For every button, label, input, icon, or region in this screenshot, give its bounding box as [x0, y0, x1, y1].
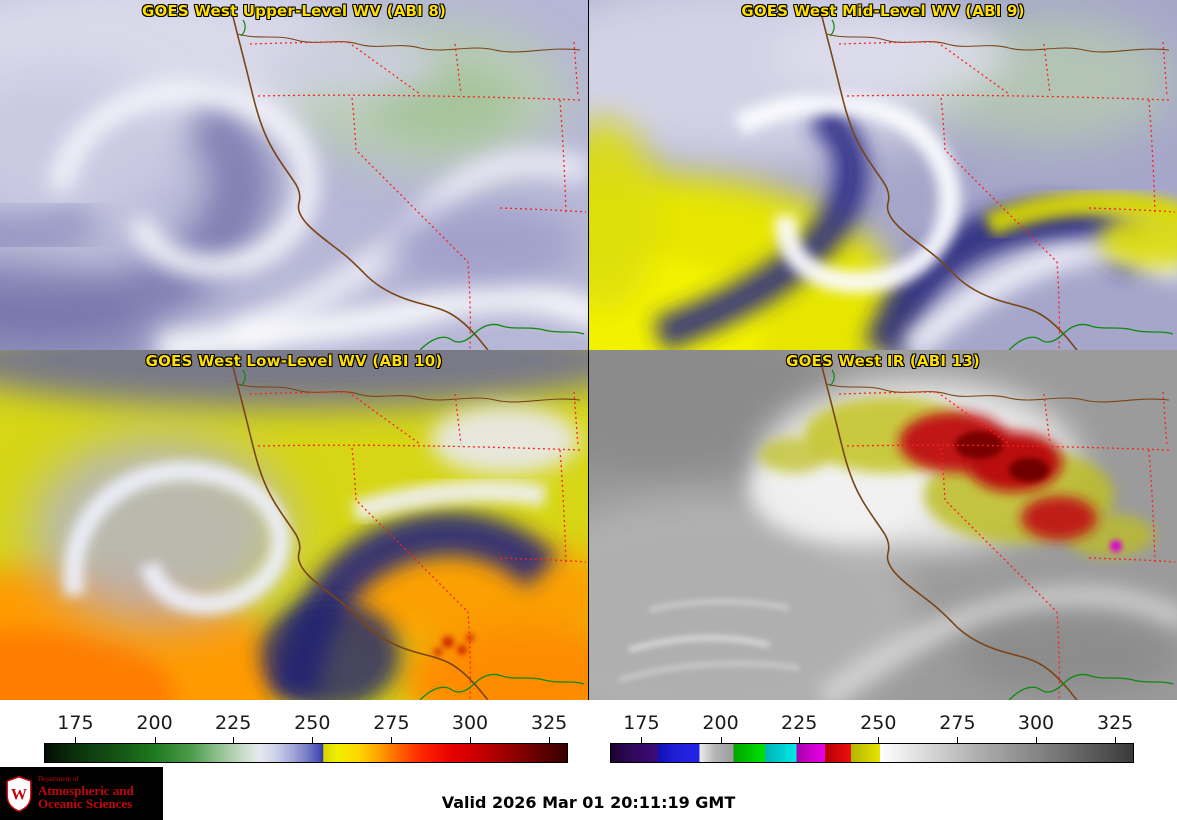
logo-name-line1: Atmospheric and [38, 782, 134, 798]
ir-colorbar-gradient [610, 743, 1134, 763]
uw-aos-logo: W Department of Atmospheric and Oceanic … [0, 767, 163, 820]
tick-mark [641, 737, 643, 743]
wv-colorbar-gradient [44, 743, 568, 763]
satellite-image-abi9 [589, 0, 1177, 350]
wv-colorbar: 175 200 225 250 275 300 325 [44, 710, 568, 768]
colorbar-tick: 225 [781, 712, 818, 734]
colorbar-tick: 225 [215, 712, 252, 734]
tick-mark [1036, 737, 1037, 743]
satellite-image-abi10 [0, 350, 588, 700]
colorbar-tick: 275 [939, 712, 976, 734]
svg-text:W: W [11, 786, 27, 803]
colorbar-tick: 300 [1017, 712, 1055, 734]
colorbar-tick: 275 [373, 712, 410, 734]
ir-colorbar-ticks: 175 200 225 250 275 300 325 [610, 710, 1134, 743]
tick-mark [957, 737, 959, 743]
panel-title-abi9: GOES West Mid-Level WV (ABI 9) [741, 2, 1025, 20]
tick-mark [720, 737, 722, 743]
colorbar-tick: 325 [530, 712, 568, 734]
satellite-image-abi13 [589, 350, 1177, 700]
tick-mark [1115, 737, 1117, 743]
panel-title-abi10: GOES West Low-Level WV (ABI 10) [145, 352, 443, 370]
panel-abi13: GOES West IR (ABI 13) [589, 350, 1177, 700]
tick-mark [878, 737, 880, 743]
colorbar-tick: 325 [1096, 712, 1134, 734]
tick-mark [391, 737, 393, 743]
logo-text: Department of Atmospheric and Oceanic Sc… [38, 775, 134, 812]
panel-abi8: GOES West Upper-Level WV (ABI 8) [0, 0, 588, 350]
logo-name-line2: Oceanic Sciences [38, 796, 133, 812]
tick-mark [312, 737, 314, 743]
colorbar-tick: 200 [136, 712, 173, 734]
logo-dept-line: Department of [38, 775, 79, 784]
colorbar-tick: 175 [623, 712, 660, 734]
wv-colorbar-ticks: 175 200 225 250 275 300 325 [44, 710, 568, 743]
panel-abi10: GOES West Low-Level WV (ABI 10) [0, 350, 588, 700]
tick-mark [154, 737, 156, 743]
panel-title-abi8: GOES West Upper-Level WV (ABI 8) [141, 2, 447, 20]
panel-abi9: GOES West Mid-Level WV (ABI 9) [589, 0, 1177, 350]
tick-mark [799, 737, 801, 743]
satellite-image-abi8 [0, 0, 588, 350]
quadrant-grid: GOES West Upper-Level WV (ABI 8) GOES [0, 0, 1177, 700]
tick-mark [549, 737, 551, 743]
uw-crest-icon: W [6, 775, 32, 812]
ir-colorbar: 175 200 225 250 275 300 325 [610, 710, 1134, 768]
panel-title-abi13: GOES West IR (ABI 13) [786, 352, 980, 370]
colorbar-tick: 200 [702, 712, 739, 734]
tick-mark [470, 737, 471, 743]
colorbar-tick: 250 [294, 712, 331, 734]
valid-time: Valid 2026 Mar 01 20:11:19 GMT [441, 793, 736, 812]
colorbar-tick: 300 [451, 712, 489, 734]
tick-mark [233, 737, 235, 743]
tick-mark [75, 737, 77, 743]
colorbar-tick: 250 [860, 712, 897, 734]
colorbar-tick: 175 [57, 712, 94, 734]
